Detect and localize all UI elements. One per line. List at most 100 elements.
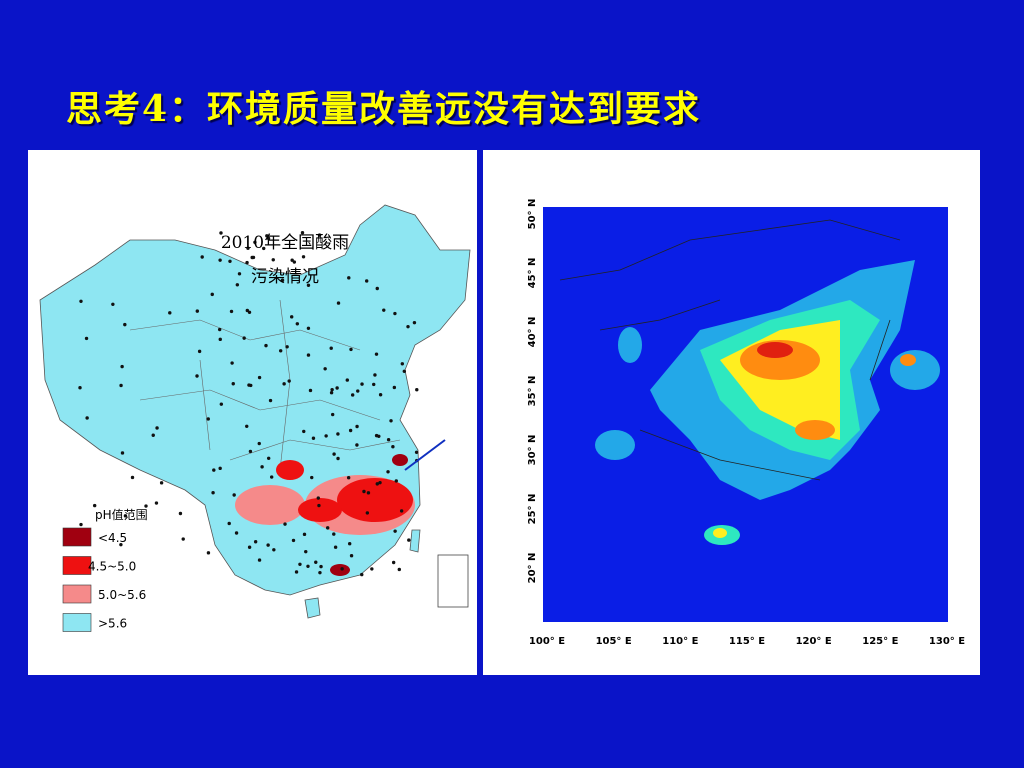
- site: [210, 292, 214, 297]
- site: [245, 424, 249, 428]
- site: [340, 567, 344, 571]
- site: [306, 564, 310, 568]
- site: [314, 560, 318, 564]
- site: [289, 315, 294, 319]
- site: [119, 542, 123, 547]
- site: [391, 560, 396, 565]
- site: [120, 364, 124, 369]
- site: [316, 496, 320, 500]
- site: [264, 343, 268, 348]
- site: [181, 537, 185, 541]
- islands: [304, 529, 421, 619]
- site: [219, 231, 223, 235]
- site: [278, 349, 283, 353]
- field-peak: [900, 354, 916, 366]
- site: [374, 433, 379, 438]
- site: [355, 424, 359, 429]
- inset-frame: [437, 554, 469, 608]
- site: [347, 276, 351, 280]
- site: [391, 445, 395, 449]
- site: [323, 367, 327, 371]
- map-caption: 污染情况: [251, 267, 319, 287]
- lat-label: 50° N: [527, 199, 538, 230]
- site: [123, 322, 127, 327]
- site: [230, 361, 234, 365]
- site: [229, 309, 234, 314]
- zone-light: [235, 485, 305, 525]
- site: [111, 302, 115, 307]
- site: [218, 258, 222, 262]
- site: [374, 352, 379, 356]
- site: [79, 522, 83, 527]
- site: [130, 475, 135, 480]
- site: [257, 375, 262, 380]
- site: [206, 551, 211, 555]
- site: [302, 429, 306, 434]
- site: [212, 468, 216, 472]
- site: [78, 385, 82, 390]
- site: [92, 503, 97, 508]
- site: [231, 382, 235, 386]
- site: [247, 545, 252, 549]
- legend-swatch: [62, 584, 92, 604]
- site: [246, 246, 250, 250]
- lon-label: 110° E: [662, 636, 698, 647]
- site: [197, 349, 202, 354]
- site: [336, 301, 341, 305]
- legend: <4.5 4.5~5.0 5.0~5.6 >5.6: [62, 527, 146, 632]
- field-low: [595, 430, 635, 460]
- site: [237, 272, 242, 276]
- lon-label: 105° E: [596, 636, 632, 647]
- site: [155, 426, 159, 430]
- site: [195, 374, 199, 378]
- site: [330, 387, 334, 392]
- site: [360, 382, 364, 386]
- site: [151, 433, 155, 437]
- site: [397, 567, 402, 572]
- site: [235, 283, 240, 287]
- field-high: [713, 528, 727, 538]
- lat-label: 40° N: [527, 317, 538, 348]
- site: [292, 260, 297, 264]
- site: [360, 572, 364, 577]
- site: [332, 452, 336, 456]
- site: [415, 387, 419, 392]
- site: [247, 383, 251, 387]
- site: [308, 388, 313, 393]
- zone-red: [276, 460, 304, 480]
- site: [333, 545, 338, 549]
- site: [375, 286, 379, 291]
- site: [154, 501, 159, 505]
- site: [394, 479, 398, 483]
- zone-red: [298, 498, 342, 522]
- site: [300, 231, 305, 235]
- lon-label: 115° E: [729, 636, 765, 647]
- site: [260, 465, 264, 469]
- site: [262, 246, 266, 251]
- site: [266, 543, 270, 547]
- site: [325, 526, 330, 530]
- site: [400, 362, 405, 366]
- zone-dark: [392, 454, 408, 466]
- lon-label: 120° E: [796, 636, 832, 647]
- site: [200, 255, 204, 259]
- slide-title: 思考4：环境质量改善远没有达到要求: [66, 88, 702, 130]
- acid-rain-areas: [235, 454, 415, 576]
- site: [245, 260, 249, 265]
- site: [304, 549, 308, 554]
- legend-swatch: [62, 527, 92, 547]
- site: [386, 470, 390, 474]
- legend-label: >5.6: [98, 617, 127, 631]
- site: [347, 541, 352, 546]
- lat-label: 35° N: [527, 376, 538, 407]
- site: [336, 432, 340, 436]
- site: [414, 450, 419, 455]
- site: [389, 419, 393, 423]
- field-low: [890, 350, 940, 390]
- site: [287, 379, 291, 383]
- site: [306, 283, 311, 287]
- site: [386, 438, 391, 442]
